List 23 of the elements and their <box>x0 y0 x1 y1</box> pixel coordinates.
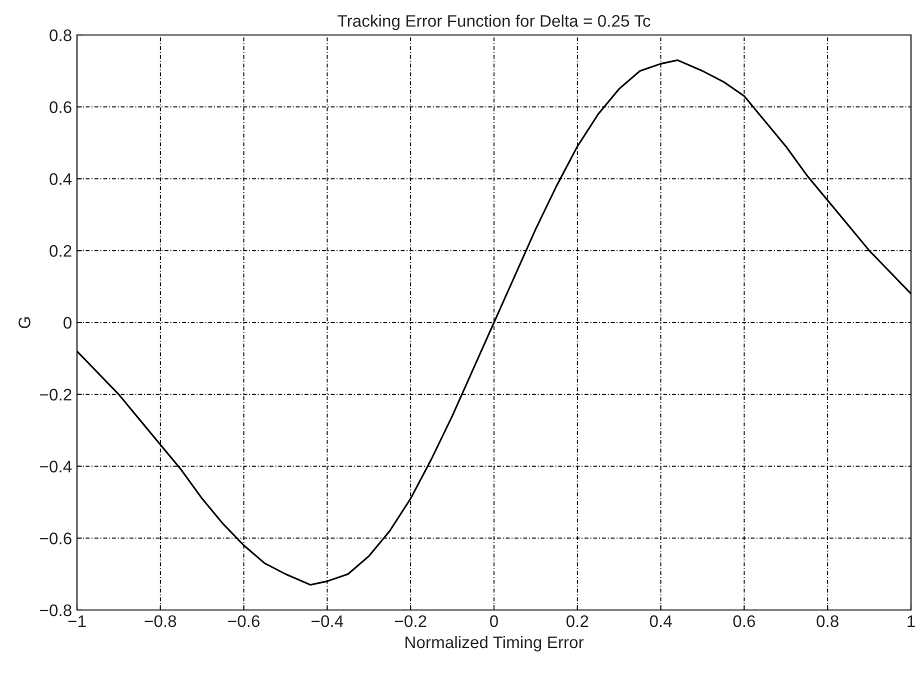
x-tick-label: −0.6 <box>228 615 260 628</box>
x-tick-label: 0.8 <box>816 615 838 628</box>
x-tick-label: 0.6 <box>733 615 756 628</box>
y-tick-label: −0.2 <box>40 388 72 401</box>
x-tick-label: 1 <box>908 615 915 627</box>
x-tick-label: 0.2 <box>566 615 588 628</box>
x-axis-title: Normalized Timing Error <box>406 636 584 652</box>
y-axis-title: G <box>18 317 30 328</box>
x-tick-label: 0.4 <box>650 615 672 628</box>
y-tick-label: 0.2 <box>50 245 72 257</box>
y-tick-label: −0.4 <box>40 460 72 472</box>
y-tick-label: 0.4 <box>50 173 72 185</box>
x-tick-label: −0.4 <box>312 615 344 628</box>
chart-title: Tracking Error Function for Delta = 0.25 Tc <box>338 14 650 30</box>
y-tick-label: 0.8 <box>50 29 72 42</box>
y-tick-label: −0.6 <box>40 532 72 544</box>
x-tick-label: −0.2 <box>394 615 426 628</box>
y-tick-label: −0.8 <box>40 604 72 616</box>
x-tick-label: −0.8 <box>144 615 176 628</box>
x-tick-label: 0 <box>490 615 498 628</box>
y-tick-label: 0.6 <box>50 101 72 114</box>
y-tick-label: 0 <box>64 316 72 329</box>
x-tick-label: −1 <box>68 615 86 627</box>
